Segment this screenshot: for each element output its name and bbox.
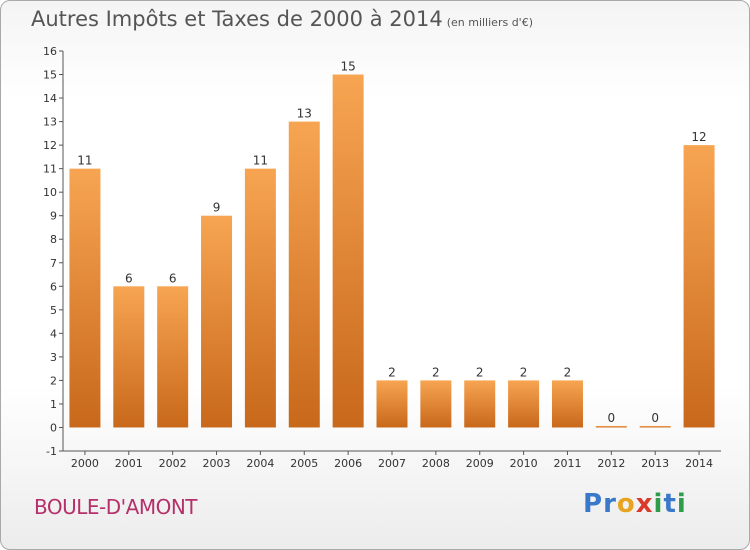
proxiti-logo: Proxiti: [583, 489, 687, 519]
x-tick-label: 2009: [466, 457, 494, 470]
data-label: 6: [169, 271, 177, 285]
data-label: 11: [77, 154, 92, 168]
bar-2007: [376, 380, 408, 428]
x-tick-label: 2012: [597, 457, 625, 470]
location-name: BOULE-D'AMONT: [34, 495, 198, 519]
bar-2009: [464, 380, 496, 428]
data-label: 9: [213, 201, 221, 215]
x-tick-label: 2003: [203, 457, 231, 470]
bar-2011: [551, 380, 583, 428]
y-tick-label: 9: [50, 210, 57, 223]
bar-2014: [683, 145, 715, 428]
y-tick-label: 11: [43, 163, 57, 176]
y-tick-label: -1: [46, 445, 57, 458]
y-tick-label: 2: [50, 374, 57, 387]
data-label: 11: [253, 154, 268, 168]
x-tick-label: 2002: [159, 457, 187, 470]
y-tick-label: 6: [50, 280, 57, 293]
data-label: 13: [297, 107, 312, 121]
axes-group: 2000 2001 2002 2003 2004 2005 2006 2007 2008 2009…: [43, 45, 721, 470]
data-label: 2: [432, 365, 440, 379]
x-tick-label: 2007: [378, 457, 406, 470]
y-tick-label: 13: [43, 116, 57, 129]
x-tick-label: 2000: [71, 457, 99, 470]
x-tick-label: 2008: [422, 457, 450, 470]
data-label: 6: [125, 271, 133, 285]
x-tick-label: 2001: [115, 457, 143, 470]
y-tick-label: 5: [50, 304, 57, 317]
data-label: 0: [608, 411, 616, 425]
chart-title: Autres Impôts et Taxes de 2000 à 2014 (en…: [31, 7, 533, 31]
logo-letter: i: [653, 489, 664, 519]
bar-2003: [201, 215, 233, 428]
y-tick-label: 4: [50, 327, 57, 340]
data-label: 2: [476, 365, 484, 379]
x-tick-label: 2010: [510, 457, 538, 470]
bar-2006: [332, 74, 364, 428]
y-tick-label: 15: [43, 69, 57, 82]
bar-2013: [639, 425, 671, 428]
bar-2004: [244, 168, 276, 428]
bar-2005: [288, 121, 320, 428]
y-tick-label: 3: [50, 351, 57, 364]
x-tick-label: 2006: [334, 457, 362, 470]
y-tick-label: 10: [43, 186, 57, 199]
title-text: Autres Impôts et Taxes de 2000 à 2014: [31, 7, 443, 31]
x-tick-label: 2005: [290, 457, 318, 470]
logo-letter: P: [583, 489, 604, 519]
y-tick-label: 14: [43, 92, 57, 105]
logo-letter: o: [616, 489, 636, 519]
data-label: 12: [691, 130, 706, 144]
data-label: 0: [651, 411, 659, 425]
x-tick-label: 2011: [553, 457, 581, 470]
bar-2002: [157, 286, 189, 428]
data-label: 15: [340, 60, 355, 74]
y-tick-label: 0: [50, 421, 57, 434]
y-tick-label: 16: [43, 45, 57, 58]
logo-letter: t: [663, 489, 677, 519]
logo-letter: x: [635, 489, 654, 519]
y-tick-label: 7: [50, 257, 57, 270]
x-tick-label: 2004: [246, 457, 274, 470]
unit-label: (en milliers d'€): [446, 16, 533, 29]
bar-2001: [113, 286, 145, 428]
y-tick-label: 1: [50, 398, 57, 411]
y-tick-label: 12: [43, 139, 57, 152]
bars-group: 11 6 6 9 11 13 15 2 2 2 2 2 0 0 12: [69, 60, 715, 428]
bar-2010: [508, 380, 540, 428]
x-tick-label: 2013: [641, 457, 669, 470]
x-tick-label: 2014: [685, 457, 713, 470]
bar-2012: [595, 425, 627, 428]
y-tick-label: 8: [50, 233, 57, 246]
logo-letter: i: [676, 489, 687, 519]
data-label: 2: [520, 365, 528, 379]
bar-2008: [420, 380, 452, 428]
data-label: 2: [564, 365, 572, 379]
logo-letter: r: [603, 489, 617, 519]
bar-2000: [69, 168, 101, 428]
data-label: 2: [388, 365, 396, 379]
